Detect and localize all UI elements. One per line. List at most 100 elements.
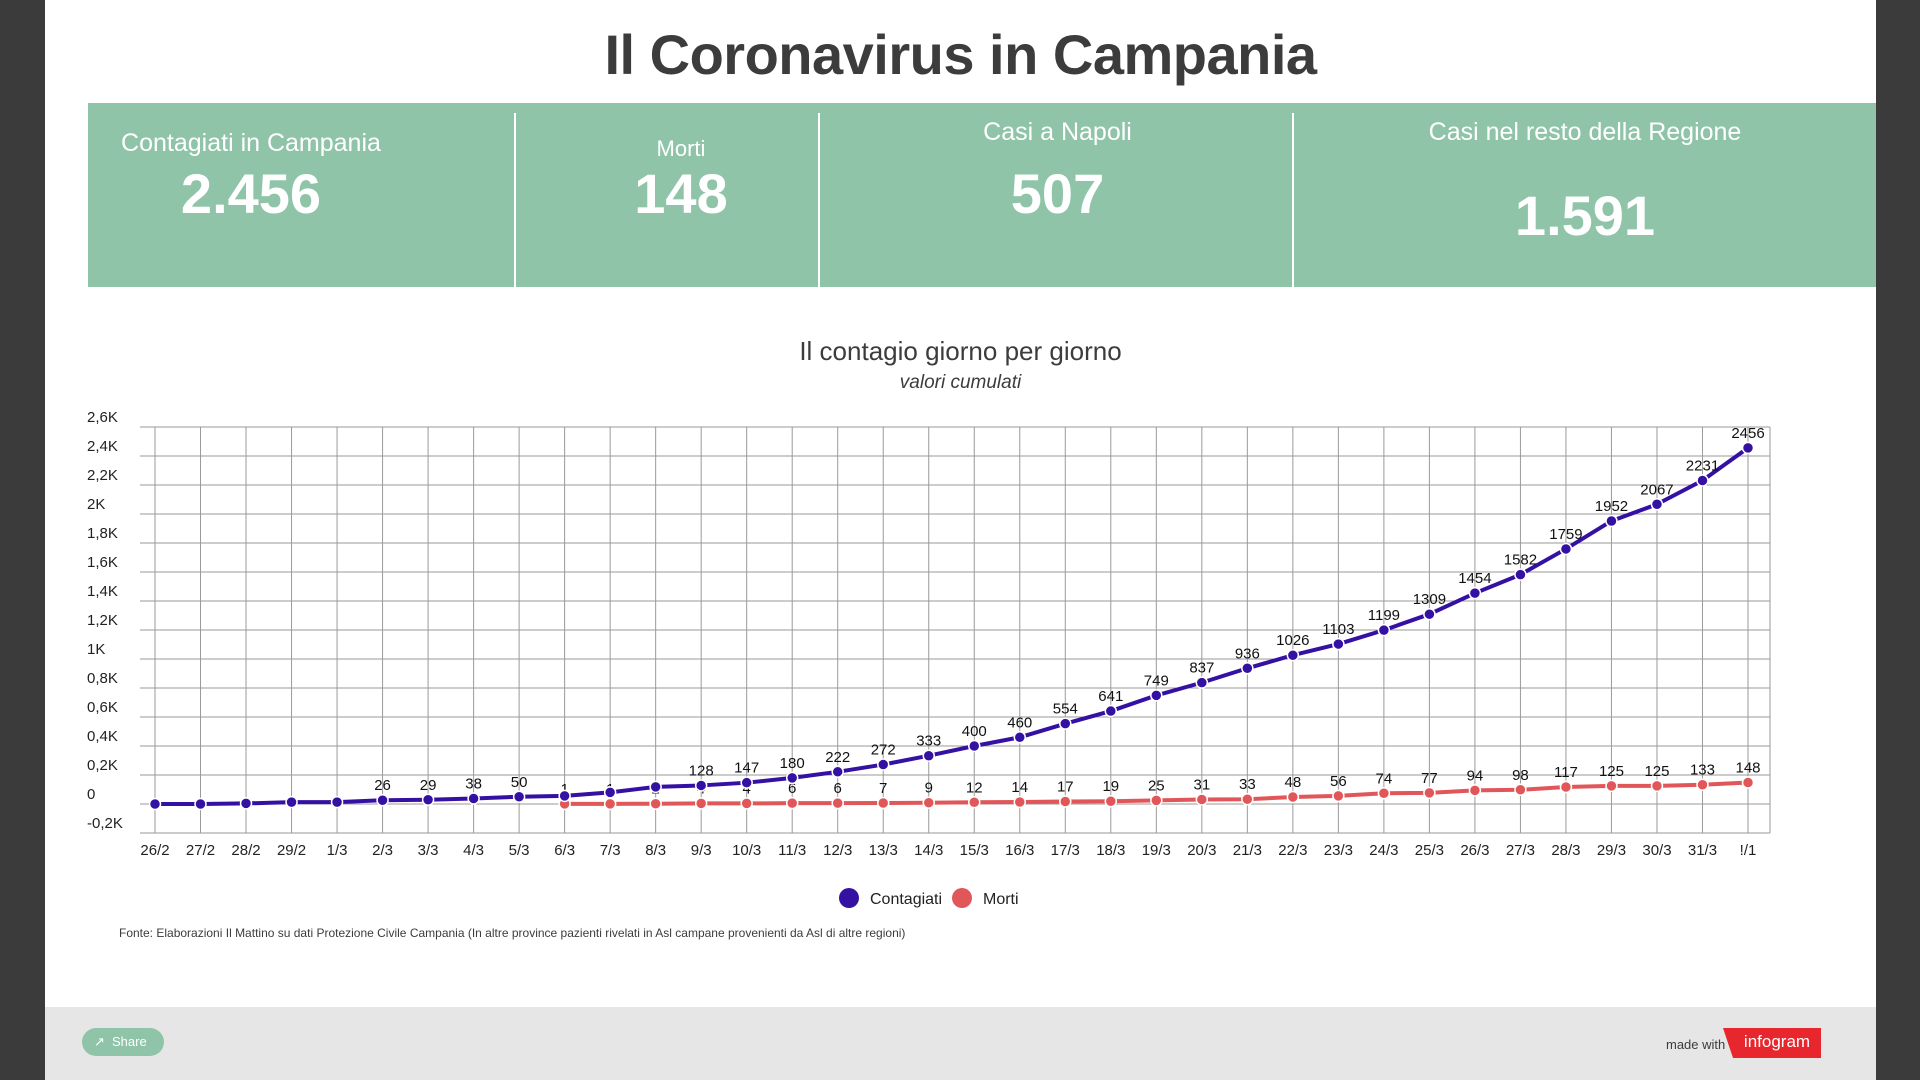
data-point (421, 793, 435, 807)
x-tick-label: 14/3 (914, 842, 943, 859)
share-icon: ↗ (94, 1034, 105, 1049)
data-point (649, 780, 662, 794)
data-point (1241, 792, 1254, 806)
data-label: 56 (1330, 773, 1347, 790)
data-label: 98 (1512, 767, 1529, 784)
legend-marker (839, 888, 859, 908)
data-point (1150, 689, 1163, 702)
data-point (603, 786, 617, 799)
x-tick-label: 6/3 (554, 842, 575, 859)
data-label: 33 (1239, 776, 1256, 793)
data-point (512, 790, 526, 803)
data-point (1468, 784, 1482, 797)
data-point (603, 797, 617, 811)
data-point (1241, 662, 1254, 675)
page-title: Il Coronavirus in Campania (604, 23, 1317, 86)
data-label: 272 (871, 742, 896, 759)
data-point (1514, 568, 1527, 581)
data-point (1104, 794, 1118, 808)
y-tick-label: 1,8K (87, 525, 118, 542)
data-label: 1309 (1413, 591, 1446, 608)
data-label: 29 (420, 777, 437, 794)
kpi-contagiati: Contagiati in Campania 2.456 (88, 103, 414, 287)
data-point (922, 749, 935, 762)
data-label: 7 (879, 780, 887, 797)
x-tick-label: 30/3 (1642, 842, 1671, 859)
x-tick-label: 19/3 (1142, 842, 1171, 859)
data-point (1195, 676, 1209, 689)
data-point (968, 796, 981, 809)
data-point (831, 796, 844, 810)
data-point (1377, 623, 1391, 637)
data-point (1013, 795, 1027, 809)
kpi-value: 148 (634, 162, 728, 225)
chart-title: Il contagio giorno per giorno (799, 336, 1122, 366)
data-label: 1454 (1458, 570, 1491, 587)
kpi-banner: Contagiati in Campania 2.456 Morti 148 C… (88, 103, 1876, 287)
data-point (1650, 498, 1664, 511)
y-tick-label: 1K (87, 641, 105, 658)
data-point (1195, 793, 1209, 806)
data-label: 77 (1421, 770, 1438, 787)
data-point (1696, 474, 1709, 487)
x-tick-label: 23/3 (1324, 842, 1353, 859)
data-label: 1952 (1595, 498, 1628, 515)
source-note: Fonte: Elaborazioni Il Mattino su dati P… (119, 926, 906, 940)
x-tick-label: 25/3 (1415, 842, 1444, 859)
data-label: 180 (780, 755, 805, 772)
data-point (239, 797, 253, 810)
data-point (968, 739, 981, 753)
data-point (1332, 637, 1345, 651)
data-label: 2067 (1640, 481, 1673, 498)
data-label: 400 (962, 723, 987, 740)
data-label: 17 (1057, 779, 1074, 796)
legend-label: Morti (983, 891, 1019, 908)
x-tick-label: 7/3 (600, 842, 621, 859)
data-point (785, 796, 799, 810)
data-label: 12 (966, 779, 983, 796)
share-button[interactable]: ↗ Share (82, 1028, 164, 1056)
data-label: 2231 (1686, 458, 1719, 475)
data-point (148, 797, 162, 811)
data-label: 2456 (1731, 425, 1764, 442)
y-tick-label: 0,4K (87, 728, 118, 745)
data-point (558, 789, 571, 803)
y-tick-label: 0 (87, 786, 95, 803)
data-point (1104, 704, 1118, 718)
kpi-divider (514, 113, 516, 287)
data-point (1650, 779, 1664, 793)
data-label: 117 (1554, 764, 1578, 781)
data-label: 125 (1599, 763, 1624, 780)
data-label: 1026 (1276, 632, 1309, 649)
x-tick-label: 3/3 (418, 842, 439, 859)
x-tick-label: 17/3 (1051, 842, 1080, 859)
data-point (1559, 780, 1573, 794)
data-point (1332, 789, 1345, 803)
data-point (1059, 717, 1072, 730)
data-label: 74 (1376, 770, 1393, 787)
x-tick-label: 13/3 (869, 842, 898, 859)
data-label: 1759 (1549, 526, 1582, 543)
x-tick-label: 15/3 (960, 842, 989, 859)
made-with-text: made with (1666, 1037, 1726, 1052)
data-point (740, 776, 753, 789)
data-point (785, 771, 799, 785)
data-point (376, 793, 389, 807)
data-point (1286, 648, 1300, 662)
x-tick-label: 10/3 (732, 842, 761, 859)
data-label: 148 (1735, 760, 1760, 777)
data-label: 14 (1011, 779, 1028, 796)
data-point (194, 797, 207, 811)
y-tick-label: 0,2K (87, 757, 118, 774)
x-tick-label: 5/3 (509, 842, 530, 859)
data-label: 1199 (1368, 607, 1400, 624)
data-point (831, 765, 844, 779)
data-point (876, 796, 890, 810)
infogram-logo[interactable]: infogram (1723, 1028, 1821, 1058)
data-point (1377, 787, 1391, 800)
x-tick-label: 28/3 (1551, 842, 1580, 859)
line-chart: 2,6K 2,4K 2,2K 2K 1,8K 1,6K 1,4K 1,2K 1K 0,8K 0,6K… (87, 409, 1771, 908)
kpi-label: Casi nel resto della Regione (1428, 118, 1742, 146)
x-tick-label: 28/2 (231, 842, 260, 859)
data-point (1741, 441, 1755, 455)
